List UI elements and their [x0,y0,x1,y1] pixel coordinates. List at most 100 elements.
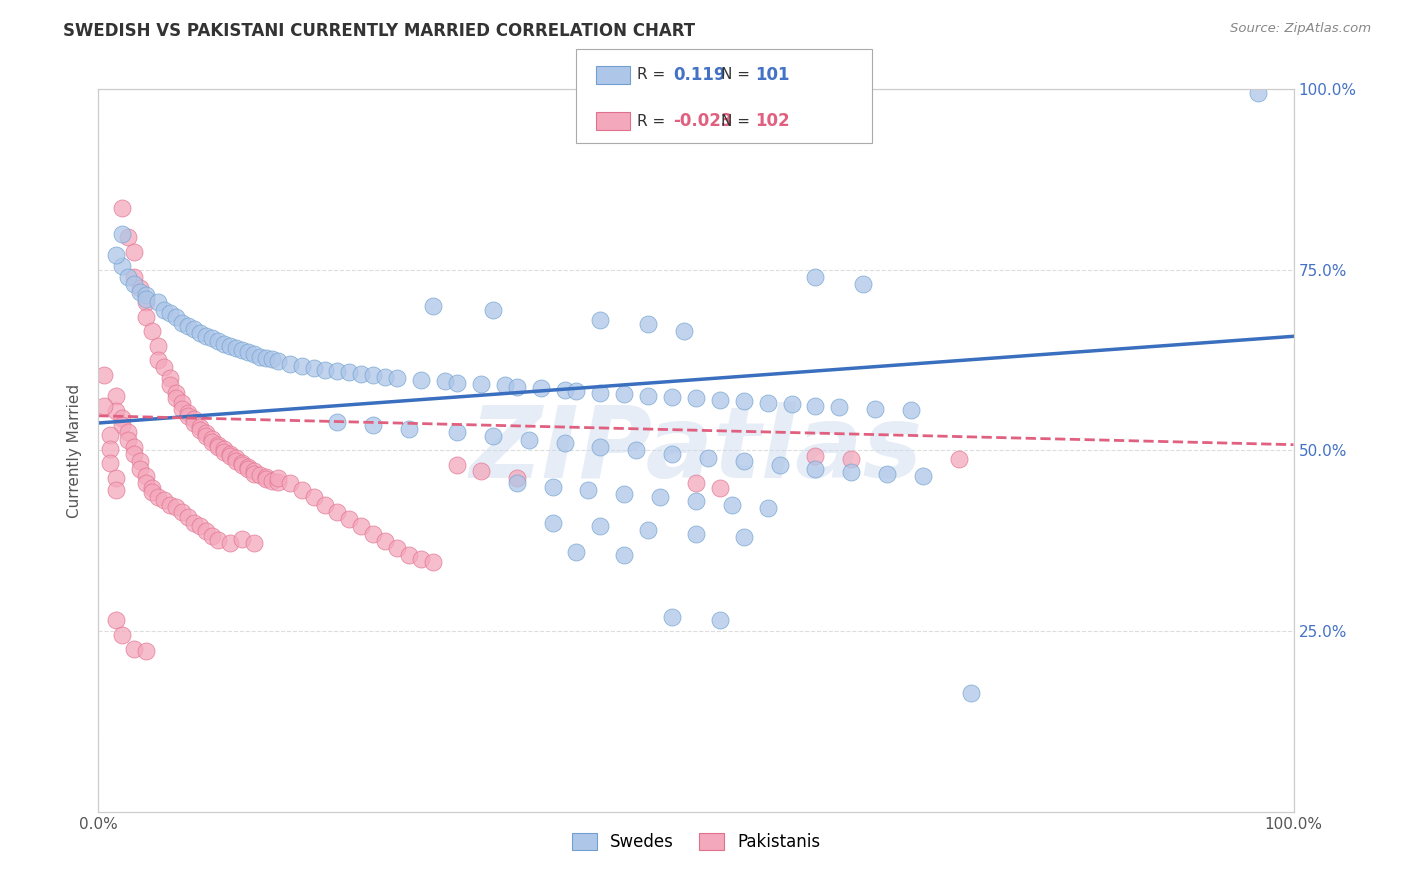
Swedes [756,501,779,516]
Pakistanis [212,442,235,456]
Swedes [153,302,176,317]
Pakistanis [172,505,194,519]
Text: ZIPatlas: ZIPatlas [470,402,922,499]
Pakistanis [207,440,229,454]
Pakistanis [135,310,157,324]
Text: R =: R = [637,68,671,82]
Pakistanis [183,516,205,530]
Swedes [637,388,659,402]
Swedes [148,295,170,310]
Pakistanis [804,449,827,463]
Swedes [254,351,277,365]
Swedes [105,248,128,262]
Pakistanis [148,491,170,505]
Swedes [613,548,636,562]
Swedes [780,397,803,411]
Pakistanis [326,505,349,519]
Swedes [494,378,516,392]
Swedes [804,461,827,475]
Swedes [326,415,349,429]
Pakistanis [195,429,218,443]
Pakistanis [129,454,152,468]
Pakistanis [278,475,301,490]
Swedes [165,310,187,324]
Swedes [219,339,242,353]
Swedes [172,316,194,330]
Swedes [685,526,707,541]
Pakistanis [398,548,420,562]
Pakistanis [422,556,444,570]
Swedes [721,498,744,512]
Pakistanis [225,453,247,467]
Swedes [565,544,588,558]
Pakistanis [188,519,211,533]
Swedes [183,322,205,336]
Text: N =: N = [721,114,755,128]
Pakistanis [165,500,187,514]
Swedes [541,516,564,530]
Pakistanis [254,470,277,484]
Swedes [865,401,887,416]
Pakistanis [117,433,139,447]
Pakistanis [685,475,707,490]
Pakistanis [302,491,325,505]
Pakistanis [506,471,529,485]
Pakistanis [105,389,128,403]
Text: SWEDISH VS PAKISTANI CURRENTLY MARRIED CORRELATION CHART: SWEDISH VS PAKISTANI CURRENTLY MARRIED C… [63,22,696,40]
Pakistanis [105,403,128,417]
Pakistanis [201,434,224,449]
Swedes [1247,86,1270,100]
Pakistanis [260,474,283,488]
Swedes [733,454,755,468]
Pakistanis [141,324,163,338]
Pakistanis [243,536,266,550]
Swedes [589,313,612,327]
Pakistanis [207,438,229,452]
Swedes [434,374,457,388]
Pakistanis [153,360,176,375]
Pakistanis [111,628,134,642]
Pakistanis [177,510,200,524]
Swedes [188,326,211,340]
Swedes [267,354,290,368]
Pakistanis [117,230,139,244]
Pakistanis [948,452,970,467]
Pakistanis [188,419,211,434]
Swedes [626,443,648,458]
Swedes [637,523,659,537]
Text: 0.119: 0.119 [673,66,725,84]
Text: -0.023: -0.023 [673,112,733,130]
Pakistanis [236,460,259,475]
Pakistanis [195,426,218,441]
Swedes [565,384,588,399]
Swedes [911,468,934,483]
Pakistanis [124,440,146,454]
Swedes [709,392,731,407]
Swedes [733,530,755,544]
Pakistanis [841,452,863,467]
Pakistanis [201,529,224,543]
Swedes [470,376,492,391]
Swedes [350,367,373,381]
Pakistanis [254,472,277,486]
Swedes [685,494,707,508]
Text: 101: 101 [755,66,790,84]
Pakistanis [105,471,128,485]
Pakistanis [141,481,163,495]
Pakistanis [98,442,122,456]
Text: Source: ZipAtlas.com: Source: ZipAtlas.com [1230,22,1371,36]
Pakistanis [124,244,146,259]
Pakistanis [135,295,157,310]
Swedes [852,277,875,292]
Pakistanis [111,202,134,216]
Swedes [111,259,134,273]
Swedes [411,373,433,387]
Swedes [648,491,672,505]
Text: 102: 102 [755,112,790,130]
Pakistanis [165,392,187,406]
Swedes [876,467,898,481]
Swedes [363,368,385,383]
Swedes [541,480,564,494]
Swedes [506,475,529,490]
Swedes [129,285,152,299]
